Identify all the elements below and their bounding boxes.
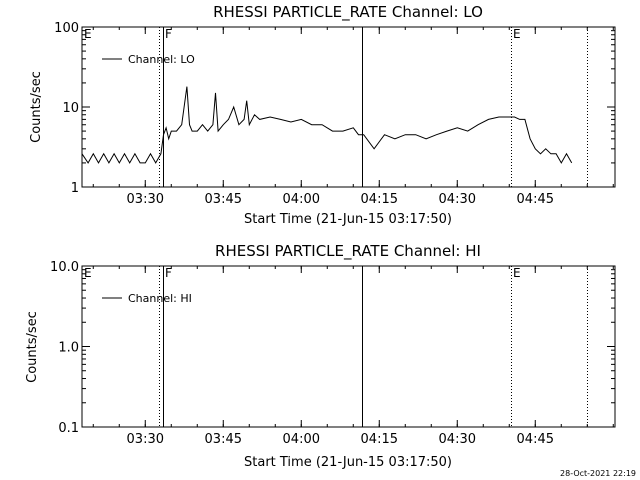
- marker-f: F: [165, 266, 172, 280]
- y-tick-label: 1: [71, 181, 79, 196]
- chart-title: RHESSI PARTICLE_RATE Channel: LO: [213, 3, 483, 22]
- x-axis: 03:30 03:45 04:00 04:15 04:30 04:45: [92, 27, 614, 207]
- timestamp: 28-Oct-2021 22:19: [560, 469, 636, 478]
- x-tick-label: 03:30: [127, 432, 164, 447]
- legend-label: Channel: HI: [128, 292, 192, 305]
- x-tick-label: 04:30: [439, 432, 476, 447]
- panel-hi: RHESSI PARTICLE_RATE Channel: HI 03:30 03…: [25, 242, 616, 470]
- x-tick-label: 04:15: [361, 432, 398, 447]
- plot-frame: [81, 265, 616, 428]
- legend: Channel: LO: [102, 53, 195, 66]
- marker-e-start: E: [84, 266, 92, 280]
- x-axis-label: Start Time (21-Jun-15 03:17:50): [244, 212, 452, 227]
- marker-e-start: E: [84, 27, 92, 41]
- plot-frame: [81, 26, 616, 188]
- x-axis: 03:30 03:45 04:00 04:15 04:30 04:45: [92, 266, 614, 447]
- series-line-lo: [81, 86, 573, 164]
- y-axis: 1 10 100: [54, 21, 615, 196]
- y-tick-label: 0.1: [58, 421, 79, 436]
- y-axis-label: Counts/sec: [25, 311, 40, 383]
- flag-lines: E F E: [84, 266, 588, 427]
- panel-lo: RHESSI PARTICLE_RATE Channel: LO 03:30 03…: [29, 3, 616, 227]
- marker-f: F: [165, 27, 172, 41]
- x-tick-label: 03:45: [205, 192, 242, 207]
- y-axis-label: Counts/sec: [29, 71, 44, 143]
- y-axis: 0.1 1.0 10.0: [50, 260, 615, 436]
- x-tick-label: 04:30: [439, 192, 476, 207]
- x-axis-label: Start Time (21-Jun-15 03:17:50): [244, 455, 452, 470]
- marker-e-end: E: [513, 266, 521, 280]
- x-tick-label: 03:30: [127, 192, 164, 207]
- x-tick-label: 04:45: [517, 192, 554, 207]
- y-tick-label: 100: [54, 21, 79, 36]
- x-tick-label: 04:15: [361, 192, 398, 207]
- legend-label: Channel: LO: [128, 53, 195, 66]
- legend: Channel: HI: [102, 292, 192, 305]
- x-tick-label: 04:00: [283, 192, 320, 207]
- y-tick-label: 10: [62, 101, 79, 116]
- chart-title: RHESSI PARTICLE_RATE Channel: HI: [215, 242, 481, 261]
- y-tick-label: 1.0: [58, 341, 79, 356]
- y-tick-label: 10.0: [50, 260, 79, 275]
- x-tick-label: 04:00: [283, 432, 320, 447]
- flag-lines: E F E: [84, 27, 588, 187]
- marker-e-end: E: [513, 27, 521, 41]
- x-tick-label: 03:45: [205, 432, 242, 447]
- x-tick-label: 04:45: [517, 432, 554, 447]
